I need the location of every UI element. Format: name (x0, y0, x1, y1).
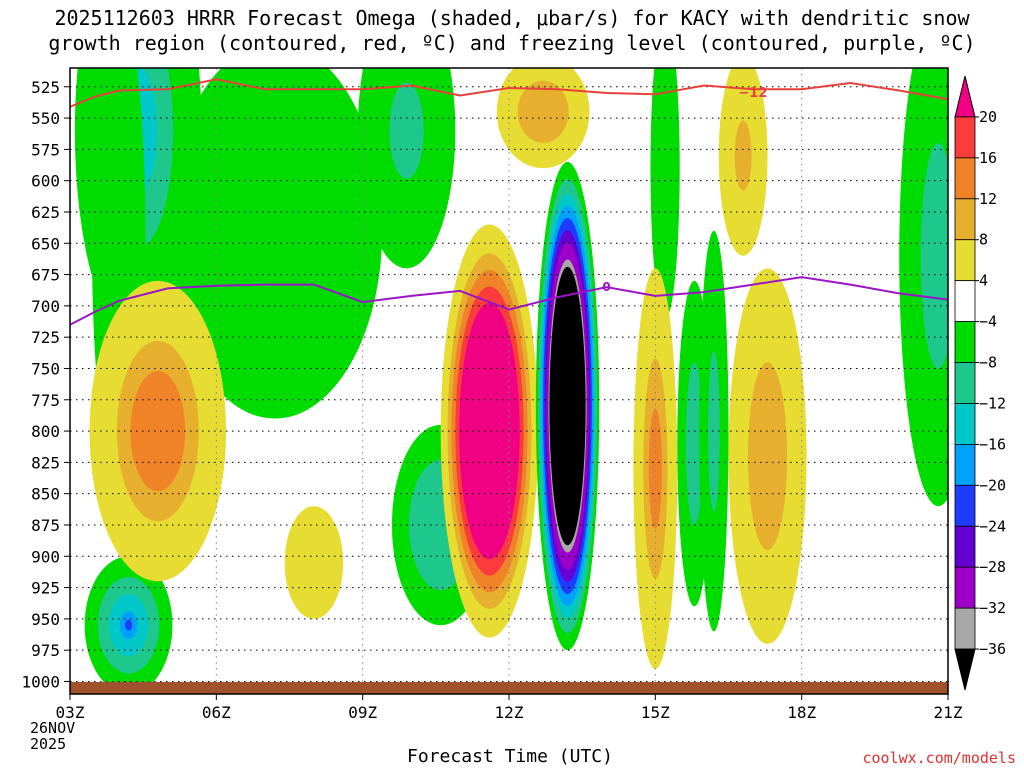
colorbar-label: −8 (979, 354, 997, 372)
descent-core-12z-level-4 (459, 303, 520, 560)
colorbar-swatch (954, 239, 976, 282)
dgz-contour-line (70, 78, 948, 108)
descent-16z-top-level-1 (734, 120, 752, 191)
colorbar-swatch (954, 443, 976, 486)
ytick-label-775: 775 (31, 391, 60, 410)
y-axis: 525 550 575 600 625 650 675 700 725 750 775 800 825 8… (21, 78, 70, 691)
ytick-label-800: 800 (31, 422, 60, 441)
colorbar-swatch (954, 607, 976, 650)
colorbar-label: −4 (979, 313, 997, 331)
colorbar-swatch (954, 484, 976, 527)
freezing-level-line (70, 276, 948, 326)
colorbar-label: 12 (979, 190, 997, 208)
descent-8z-level-0 (284, 506, 344, 619)
x-axis: 03Z 06Z 09Z 12Z 15Z 18Z 21Z (56, 694, 963, 722)
colorbar-swatch (954, 157, 976, 200)
ytick-label-950: 950 (31, 610, 60, 629)
ytick-label-875: 875 (31, 516, 60, 535)
colorbar-top-triangle (954, 75, 976, 118)
green-center-upper-level-1 (389, 82, 424, 179)
colorbar-label: −12 (979, 394, 1006, 412)
title-line-1: 2025112603 HRRR Forecast Omega (shaded, … (54, 6, 970, 30)
xtick-label-06Z: 06Z (202, 703, 231, 722)
chart-title: 2025112603 HRRR Forecast Omega (shaded, … (0, 6, 1024, 56)
start-date-label: 26NOV 2025 (30, 720, 75, 752)
descent-4z-lower-level-2 (130, 370, 186, 492)
ytick-label-625: 625 (31, 203, 60, 222)
colorbar-swatch (954, 362, 976, 404)
green-right-edge-level-1 (920, 143, 948, 369)
colorbar-label: 8 (979, 231, 988, 249)
ytick-label-525: 525 (31, 78, 60, 97)
colorbar-label: 16 (979, 149, 997, 167)
ytick-label-900: 900 (31, 547, 60, 566)
colorbar-swatch (954, 403, 976, 445)
descent-15z-mid-level-2 (648, 408, 662, 529)
green-15z-lower-level-1 (685, 362, 703, 525)
contours: −12 0 (70, 78, 948, 326)
x-axis-label: Forecast Time (UTC) (407, 746, 613, 767)
ytick-label-925: 925 (31, 579, 60, 598)
colorbar: 20 16 12 8 4 −4 −8 −12 −16 −20 −24 −28 −32 −36 (954, 75, 1006, 691)
green-16z-column-level-1 (708, 350, 720, 512)
descent-17z-mid-level-1 (748, 362, 788, 551)
descent-12z-top-level-1 (517, 80, 569, 143)
ytick-label-575: 575 (31, 140, 60, 159)
ytick-label-550: 550 (31, 109, 60, 128)
gridlines (70, 68, 948, 694)
terrain-ground-bar (70, 682, 948, 694)
colorbar-label: 4 (979, 272, 988, 290)
colorbar-label: −20 (979, 476, 1006, 494)
colorbar-swatch (954, 566, 976, 609)
ytick-label-1000: 1000 (21, 672, 60, 691)
xtick-label-15Z: 15Z (641, 703, 670, 722)
colorbar-swatch (954, 280, 976, 322)
date-line-2: 2025 (30, 735, 67, 753)
xtick-label-03Z: 03Z (56, 703, 85, 722)
dgz-contour-label: −12 (738, 86, 767, 101)
date-line-1: 26NOV (30, 719, 76, 737)
freezing-contour-label: 0 (602, 280, 610, 294)
xtick-label-12Z: 12Z (495, 703, 524, 722)
xtick-label-18Z: 18Z (787, 703, 816, 722)
colorbar-label: −36 (979, 640, 1006, 658)
colorbar-label: 20 (979, 108, 997, 126)
ascent-core-13z-level-8 (549, 266, 586, 546)
ytick-label-725: 725 (31, 328, 60, 347)
ytick-label-975: 975 (31, 641, 60, 660)
colorbar-label: −24 (979, 517, 1006, 535)
ytick-label-700: 700 (31, 297, 60, 316)
colorbar-swatch (954, 198, 976, 241)
colorbar-bottom-triangle (954, 648, 976, 691)
ytick-label-750: 750 (31, 359, 60, 378)
ytick-label-675: 675 (31, 266, 60, 285)
colorbar-swatch (954, 116, 976, 159)
colorbar-swatch (954, 321, 976, 363)
colorbar-label: −16 (979, 435, 1006, 453)
ytick-label-600: 600 (31, 172, 60, 191)
ascent-sfc-4z-level-4 (125, 619, 133, 631)
title-line-2: growth region (contoured, red, ºC) and f… (48, 31, 976, 55)
colorbar-label: −28 (979, 558, 1006, 576)
green-15z-upper-level-0 (650, 68, 680, 319)
xtick-label-09Z: 09Z (348, 703, 377, 722)
credit-link[interactable]: coolwx.com/models (862, 749, 1016, 767)
ytick-label-650: 650 (31, 234, 60, 253)
xtick-label-21Z: 21Z (934, 703, 963, 722)
ytick-label-825: 825 (31, 453, 60, 472)
ytick-label-850: 850 (31, 485, 60, 504)
colorbar-swatch (954, 525, 976, 568)
colorbar-label: −32 (979, 599, 1006, 617)
